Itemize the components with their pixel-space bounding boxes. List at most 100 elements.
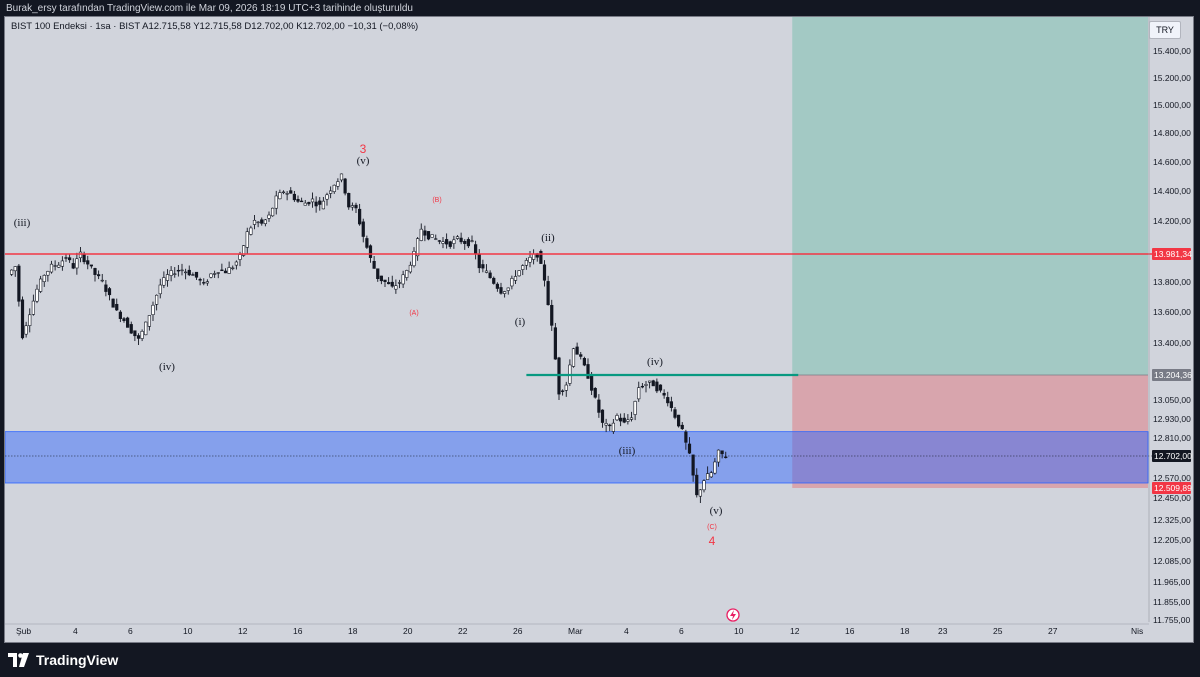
- price-tag-label: 13.981,34: [1154, 249, 1192, 259]
- candle-body: [252, 219, 257, 225]
- y-tick-label: 12.930,00: [1153, 414, 1191, 424]
- wave-label[interactable]: 4: [709, 534, 716, 548]
- currency-button[interactable]: TRY: [1149, 21, 1181, 39]
- candle-body: [720, 450, 724, 455]
- candle-body: [184, 271, 188, 274]
- candle-body: [300, 200, 304, 203]
- candle-body: [339, 173, 344, 181]
- wave-label[interactable]: (i): [515, 316, 526, 328]
- candle-body: [35, 288, 39, 302]
- candle-body: [513, 276, 518, 281]
- candle-body: [46, 271, 50, 276]
- y-tick-label: 12.810,00: [1153, 433, 1191, 443]
- candle-body: [553, 327, 557, 360]
- tradingview-logo[interactable]: TradingView: [8, 652, 118, 668]
- x-tick-label: Mar: [568, 626, 583, 636]
- candle-body: [318, 200, 322, 205]
- candle-body: [325, 194, 329, 200]
- candle-body: [227, 267, 231, 274]
- candle-body: [53, 265, 57, 267]
- candle-body: [640, 385, 644, 388]
- y-tick-label: 13.400,00: [1153, 338, 1191, 348]
- candle-body: [292, 193, 296, 201]
- candle-body: [249, 227, 253, 235]
- candle-body: [118, 311, 122, 319]
- price-chart[interactable]: 15.400,00 15.200,00 15.000,00 14.800,00 14.6…: [5, 17, 1193, 642]
- x-tick-label: Nis: [1131, 626, 1143, 636]
- candle-body: [104, 284, 108, 292]
- candle-body: [695, 474, 699, 496]
- candle-body: [122, 318, 126, 321]
- symbol-legend[interactable]: BIST 100 Endeksi · 1sa · BIST A12.715,58…: [11, 21, 419, 32]
- candle-body: [702, 480, 706, 491]
- candle-body: [343, 178, 347, 194]
- y-tick-label: 13.050,00: [1153, 395, 1191, 405]
- wave-label[interactable]: (v): [710, 505, 723, 517]
- candle-body: [60, 260, 64, 267]
- candle-body: [20, 299, 25, 339]
- profit-zone[interactable]: [792, 17, 1148, 375]
- x-tick-label: 4: [624, 626, 629, 636]
- candle-body: [165, 274, 170, 281]
- wave-label[interactable]: 3: [360, 142, 367, 156]
- x-tick-label: 20: [403, 626, 413, 636]
- wave-label[interactable]: (v): [357, 155, 370, 167]
- candle-body: [303, 202, 307, 206]
- candle-body: [648, 380, 652, 383]
- y-tick-label: 14.200,00: [1153, 216, 1191, 226]
- wave-label[interactable]: (ii): [541, 232, 555, 244]
- candle-body: [151, 304, 155, 315]
- candle-body: [86, 260, 90, 265]
- candle-body: [75, 258, 79, 269]
- candle-body: [358, 208, 362, 225]
- candle-body: [13, 266, 17, 272]
- candle-body: [368, 245, 373, 258]
- candle-body: [68, 257, 72, 261]
- chart-area[interactable]: 15.400,00 15.200,00 15.000,00 14.800,00 14.6…: [4, 16, 1194, 643]
- support-zone[interactable]: [5, 431, 1149, 484]
- wave-label[interactable]: (iv): [647, 356, 663, 368]
- candle-body: [637, 387, 641, 400]
- candle-body: [600, 409, 605, 423]
- candle-body: [64, 257, 68, 259]
- candle-body: [629, 417, 634, 420]
- x-tick-label: 10: [734, 626, 744, 636]
- candle-body: [397, 282, 402, 284]
- candle-body: [281, 191, 286, 194]
- candle-body: [488, 272, 492, 279]
- candle-body: [608, 424, 612, 427]
- candle-body: [684, 431, 688, 443]
- candle-body: [669, 401, 673, 408]
- candle-body: [611, 422, 615, 432]
- candle-body: [213, 273, 217, 275]
- wave-label[interactable]: (B): [432, 197, 441, 204]
- y-tick-label: 12.570,00: [1153, 473, 1191, 483]
- wave-label[interactable]: (C): [707, 524, 717, 531]
- candle-body: [416, 238, 420, 257]
- candle-body: [437, 240, 441, 242]
- candle-body: [376, 268, 380, 280]
- candle-body: [644, 384, 648, 386]
- wave-label[interactable]: (A): [409, 310, 418, 317]
- candle-body: [238, 254, 242, 260]
- candle-body: [499, 287, 503, 294]
- price-tag: [1152, 450, 1191, 462]
- candle-body: [503, 291, 507, 294]
- wave-label[interactable]: (iii): [619, 445, 636, 457]
- candle-body: [158, 284, 162, 295]
- candle-body: [662, 392, 666, 396]
- y-tick-label: 12.205,00: [1153, 535, 1191, 545]
- candle-body: [561, 390, 565, 392]
- wave-label[interactable]: (iii): [14, 217, 31, 229]
- candle-body: [709, 472, 713, 478]
- y-tick-label: 12.085,00: [1153, 556, 1191, 566]
- candle-body: [677, 414, 681, 427]
- candle-body: [278, 192, 282, 200]
- candle-body: [271, 207, 275, 217]
- candle-body: [242, 245, 246, 256]
- wave-label[interactable]: (iv): [159, 361, 175, 373]
- price-tag: [1152, 248, 1191, 260]
- y-tick-label: 11.855,00: [1153, 597, 1190, 607]
- candle-body: [296, 198, 300, 202]
- candle-body: [459, 237, 463, 243]
